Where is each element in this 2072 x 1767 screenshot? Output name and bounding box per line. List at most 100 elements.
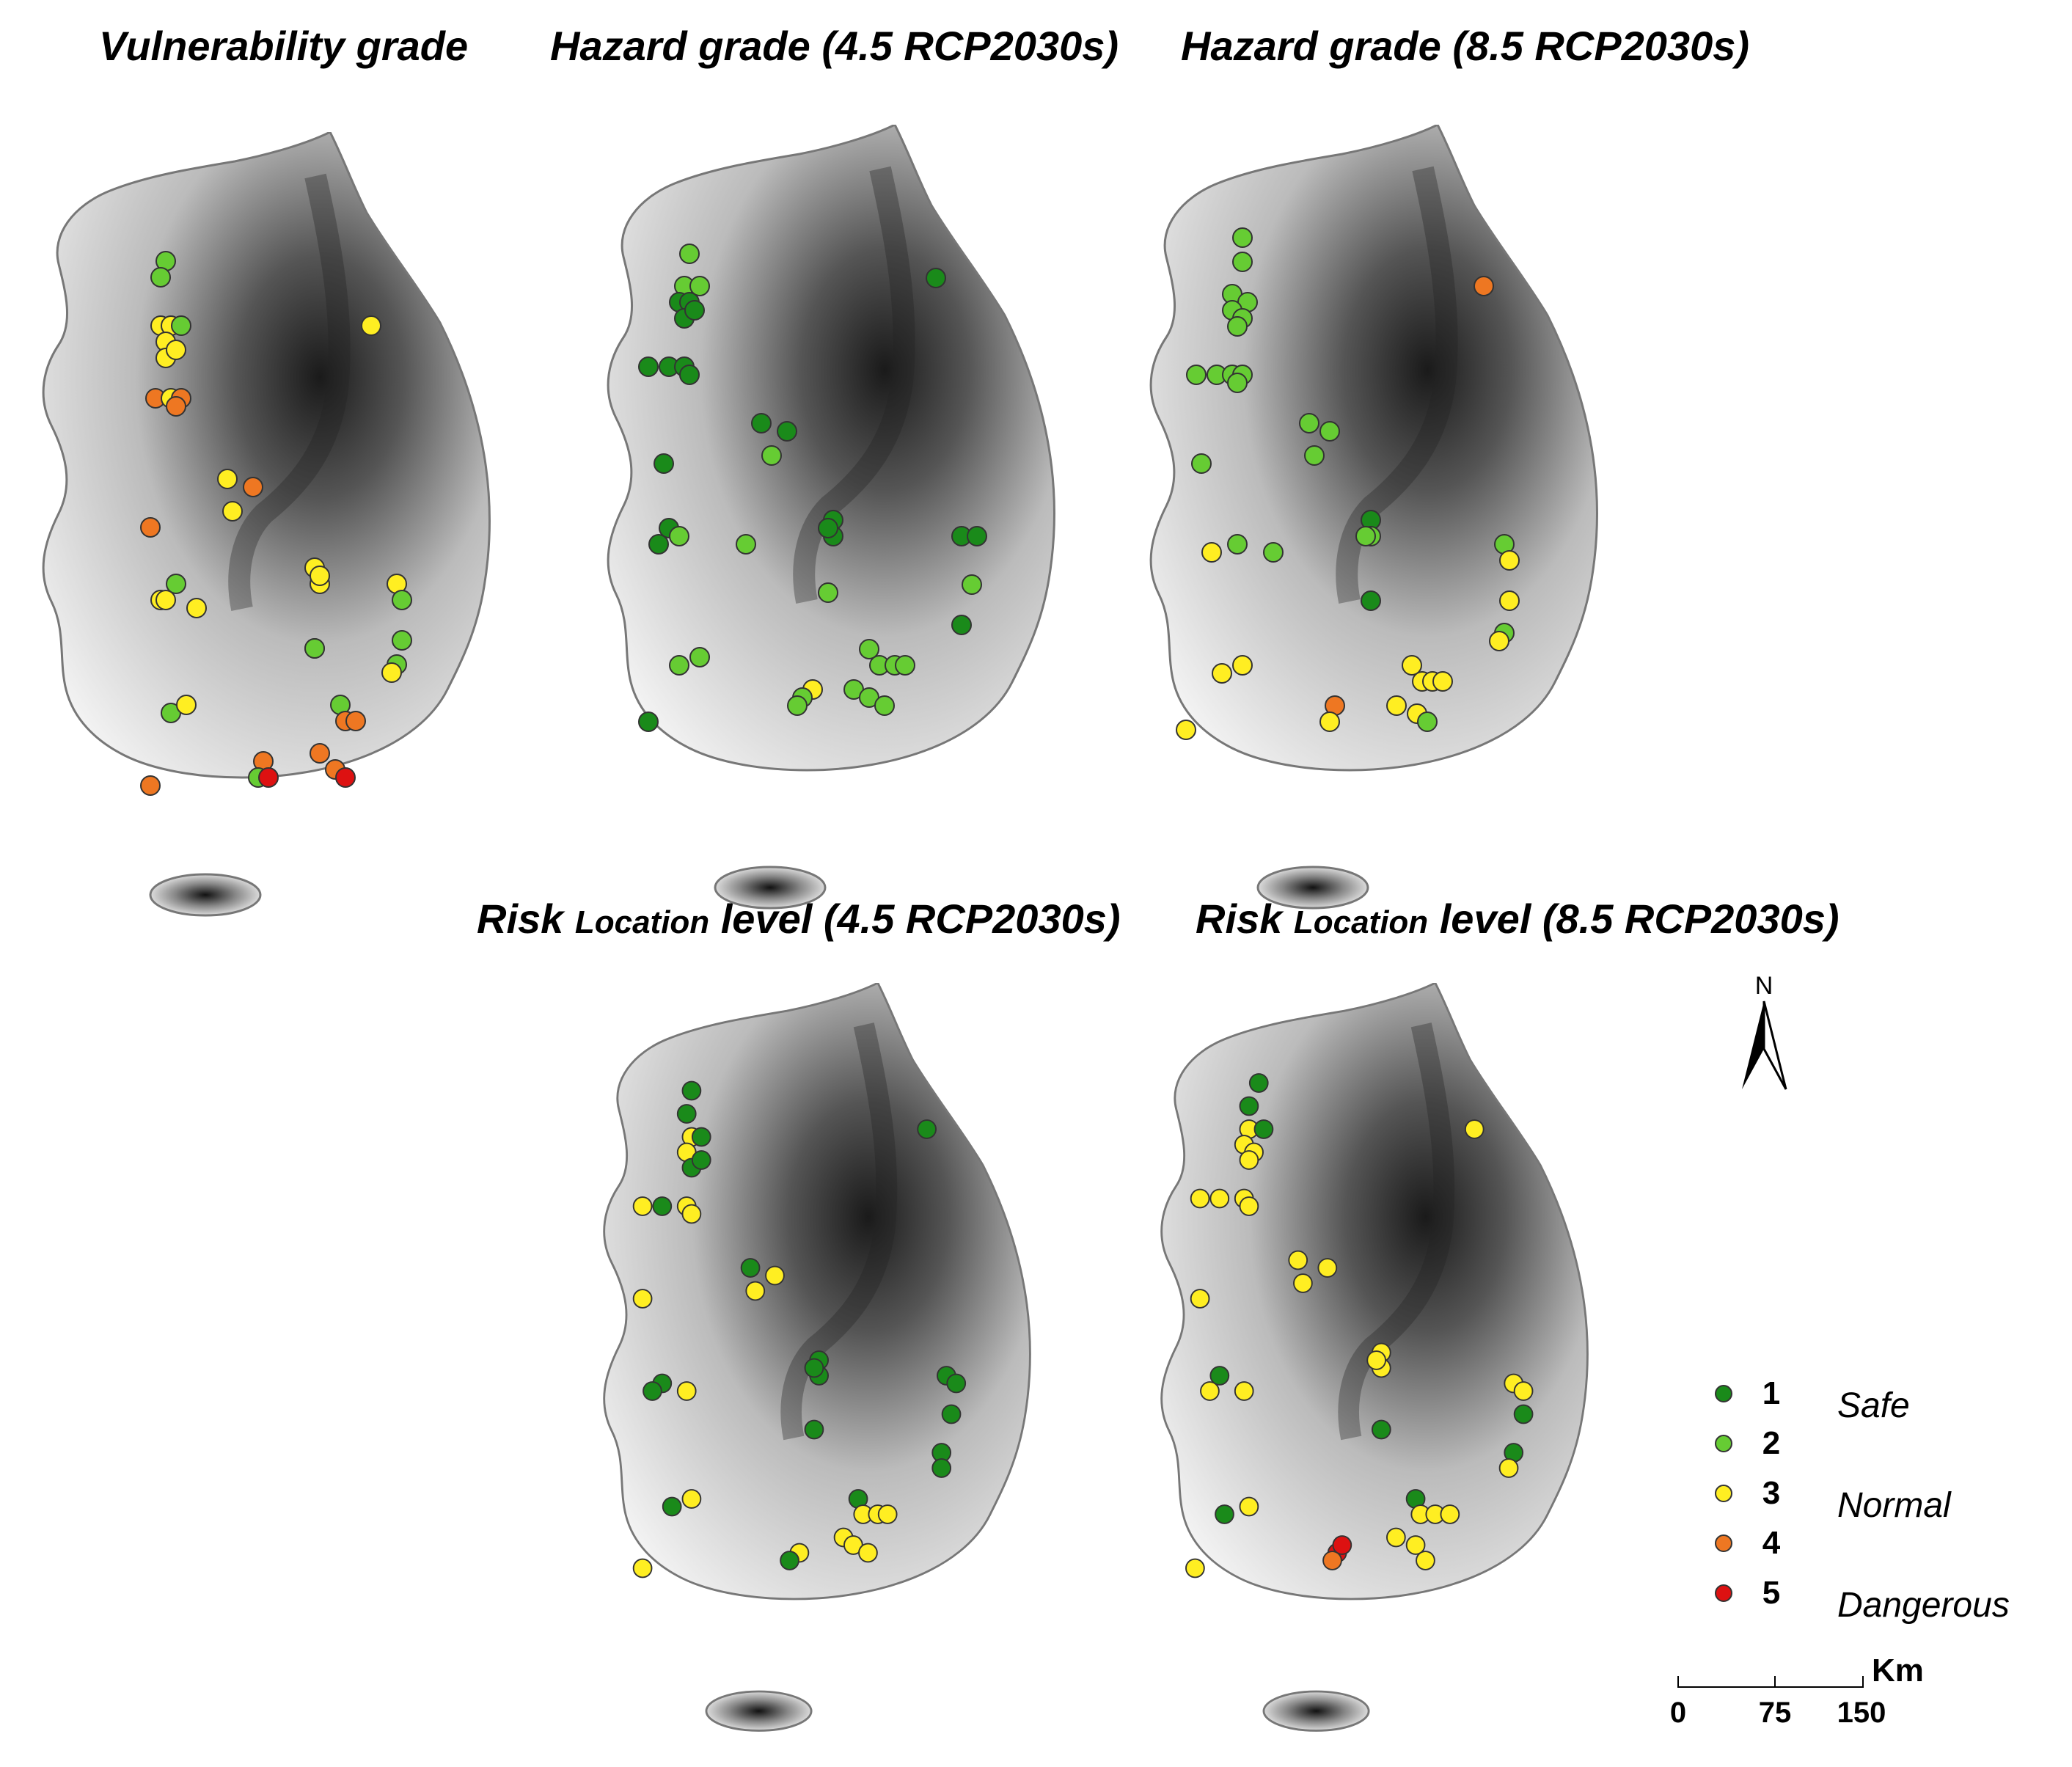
site-point-grade-1 bbox=[941, 1404, 962, 1424]
site-point-grade-2 bbox=[171, 315, 191, 336]
site-point-grade-2 bbox=[1186, 365, 1207, 385]
site-point-grade-2 bbox=[150, 267, 171, 288]
site-point-grade-1 bbox=[679, 365, 700, 385]
site-point-grade-4 bbox=[140, 775, 161, 796]
legend-grade-3: 3 bbox=[1762, 1475, 1780, 1511]
legend-grade-4: 4 bbox=[1762, 1525, 1781, 1561]
site-point-grade-3 bbox=[745, 1281, 766, 1301]
site-point-grade-3 bbox=[1190, 1289, 1210, 1309]
site-point-grade-1 bbox=[643, 1381, 662, 1401]
site-point-grade-3 bbox=[765, 1265, 785, 1286]
site-point-grade-2 bbox=[818, 582, 838, 603]
site-point-grade-2 bbox=[392, 590, 412, 610]
site-point-grade-3 bbox=[632, 1289, 653, 1309]
site-point-grade-1 bbox=[691, 1127, 711, 1147]
site-point-grade-1 bbox=[1248, 1073, 1269, 1093]
site-point-grade-1 bbox=[648, 534, 669, 555]
site-point-grade-1 bbox=[951, 615, 972, 635]
site-point-grade-1 bbox=[638, 356, 659, 377]
site-point-grade-4 bbox=[345, 711, 366, 731]
legend-label-3: Normal bbox=[1837, 1486, 1952, 1525]
site-point-grade-2 bbox=[1299, 413, 1319, 433]
site-point-grade-4 bbox=[1322, 1551, 1342, 1570]
site-point-grade-3 bbox=[1239, 1196, 1259, 1216]
legend-swatch-3 bbox=[1715, 1485, 1732, 1502]
site-point-grade-2 bbox=[859, 639, 879, 659]
site-point-grade-3 bbox=[1319, 711, 1340, 732]
site-point-grade-3 bbox=[1317, 1258, 1338, 1278]
site-point-grade-1 bbox=[740, 1258, 761, 1278]
site-point-grade-1 bbox=[931, 1458, 952, 1478]
site-point-grade-3 bbox=[176, 695, 197, 715]
site-point-grade-4 bbox=[243, 477, 263, 497]
site-point-grade-1 bbox=[691, 1150, 711, 1170]
site-point-grade-1 bbox=[1371, 1419, 1391, 1440]
scale-tick-1: 75 bbox=[1759, 1697, 1792, 1729]
site-point-grade-4 bbox=[166, 396, 186, 417]
map-risk-85 bbox=[1130, 983, 1643, 1753]
legend-label-1: Safe bbox=[1837, 1386, 1910, 1425]
site-point-grade-2 bbox=[689, 276, 710, 296]
site-point-grade-2 bbox=[1304, 445, 1325, 466]
site-point-grade-1 bbox=[1361, 590, 1381, 611]
site-point-grade-1 bbox=[777, 421, 797, 442]
site-point-grade-2 bbox=[304, 638, 325, 659]
site-point-grade-1 bbox=[652, 1196, 673, 1216]
site-point-grade-1 bbox=[917, 1119, 937, 1139]
site-point-grade-2 bbox=[1232, 252, 1253, 272]
site-point-grade-2 bbox=[895, 655, 915, 676]
site-point-grade-1 bbox=[804, 1358, 824, 1378]
scale-bar: Km 0 75 150 bbox=[1670, 1653, 1924, 1729]
site-point-grade-3 bbox=[1513, 1381, 1534, 1401]
site-point-grade-3 bbox=[1239, 1496, 1259, 1517]
title-hazard-45: Hazard grade (4.5 RCP2030s) bbox=[550, 23, 1119, 69]
site-point-grade-5 bbox=[1332, 1535, 1352, 1555]
site-point-grade-1 bbox=[1513, 1404, 1534, 1424]
site-point-grade-1 bbox=[1215, 1504, 1234, 1524]
map-risk-45 bbox=[572, 983, 1086, 1753]
site-point-grade-3 bbox=[858, 1543, 878, 1563]
site-point-grade-1 bbox=[751, 413, 772, 433]
site-point-grade-3 bbox=[681, 1204, 702, 1224]
legend-label-5: Dangerous bbox=[1837, 1586, 2010, 1625]
site-point-grade-3 bbox=[1200, 1381, 1220, 1401]
legend-grade-2: 2 bbox=[1762, 1425, 1780, 1461]
site-point-grade-3 bbox=[1499, 550, 1520, 571]
site-point-grade-1 bbox=[780, 1551, 799, 1570]
map-hazard-45 bbox=[587, 125, 1100, 932]
site-point-grade-2 bbox=[166, 574, 186, 594]
legend-grade-5: 5 bbox=[1762, 1575, 1780, 1611]
north-arrow-icon bbox=[1742, 1001, 1764, 1089]
title-hazard-85: Hazard grade (8.5 RCP2030s) bbox=[1181, 23, 1750, 69]
title-risk-85: Risk Location level (8.5 RCP2030s) bbox=[1196, 896, 1839, 942]
site-point-grade-1 bbox=[684, 300, 705, 321]
site-point-grade-2 bbox=[392, 630, 412, 651]
site-point-grade-3 bbox=[877, 1504, 898, 1524]
site-point-grade-1 bbox=[1253, 1119, 1274, 1139]
site-point-grade-1 bbox=[818, 518, 838, 538]
site-point-grade-1 bbox=[967, 526, 987, 546]
site-point-grade-5 bbox=[258, 767, 279, 788]
site-point-grade-3 bbox=[1386, 695, 1407, 716]
site-point-grade-2 bbox=[761, 445, 782, 466]
site-point-grade-4 bbox=[1474, 276, 1494, 296]
site-point-grade-3 bbox=[1432, 671, 1453, 692]
site-point-grade-3 bbox=[1176, 720, 1196, 740]
site-point-grade-3 bbox=[1366, 1350, 1386, 1370]
site-point-grade-3 bbox=[681, 1489, 702, 1509]
site-point-grade-3 bbox=[361, 315, 381, 336]
site-point-grade-2 bbox=[1319, 421, 1340, 442]
site-point-grade-3 bbox=[155, 590, 176, 610]
site-point-grade-3 bbox=[1293, 1273, 1313, 1293]
site-point-grade-3 bbox=[1288, 1250, 1308, 1270]
site-point-grade-1 bbox=[681, 1080, 702, 1101]
site-point-grade-3 bbox=[1209, 1188, 1230, 1209]
legend: 1 Safe 2 3 Normal 4 5 Dangerous bbox=[1715, 1375, 2010, 1625]
site-point-grade-3 bbox=[1201, 542, 1222, 563]
site-point-grade-2 bbox=[1232, 227, 1253, 248]
site-point-grade-2 bbox=[787, 695, 808, 716]
site-point-grade-2 bbox=[1355, 526, 1376, 546]
site-point-grade-1 bbox=[676, 1104, 697, 1124]
site-point-grade-2 bbox=[962, 574, 982, 595]
site-point-grade-3 bbox=[1416, 1551, 1435, 1570]
